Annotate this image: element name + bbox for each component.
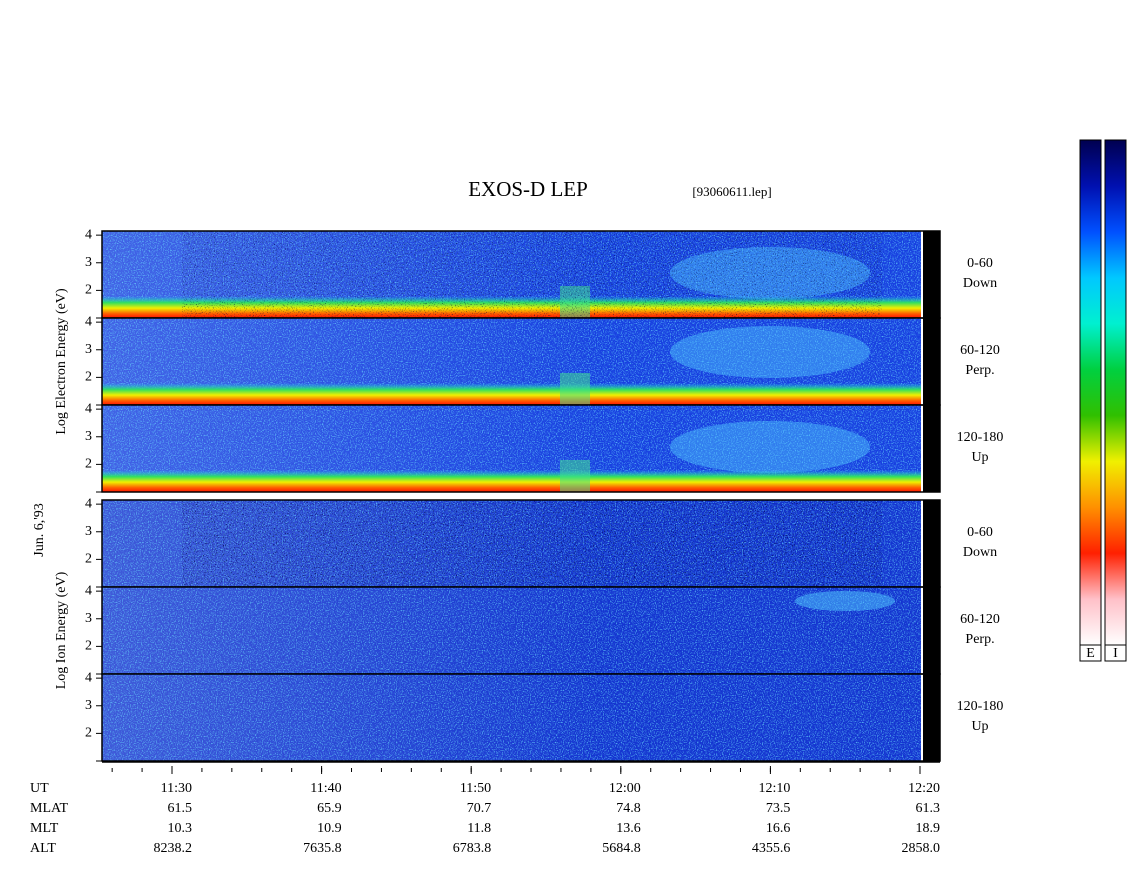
y-tick-label: 4 <box>85 583 92 598</box>
y-tick-label: 4 <box>85 496 92 511</box>
ephemeris-row-name: MLAT <box>30 801 69 816</box>
panel-label: 120-180 <box>957 699 1004 714</box>
chart-title: EXOS-D LEP <box>468 177 588 201</box>
date-label: Jun. 6,'93 <box>32 503 47 556</box>
ephemeris-value: 16.6 <box>766 821 791 836</box>
ephemeris-value: 11.8 <box>467 821 491 836</box>
no-data-stripe <box>923 587 940 674</box>
ephemeris-value: 4355.6 <box>752 841 791 856</box>
colorbar-label: I <box>1113 646 1118 661</box>
colorbar <box>1079 139 1102 646</box>
ephemeris-value: 12:10 <box>759 781 791 796</box>
no-data-stripe <box>923 674 940 761</box>
ephemeris-value: 8238.2 <box>154 841 193 856</box>
y-tick-label: 2 <box>85 283 92 298</box>
ion-feature <box>795 591 895 611</box>
electron-arc <box>670 421 870 473</box>
ephemeris-value: 11:40 <box>310 781 341 796</box>
ephemeris-value: 12:20 <box>908 781 940 796</box>
ephemeris-value: 73.5 <box>766 801 791 816</box>
panel-label: Up <box>971 719 988 734</box>
ephemeris-value: 61.5 <box>168 801 193 816</box>
ephemeris-value: 12:00 <box>609 781 641 796</box>
y-tick-label: 3 <box>85 342 92 357</box>
colorbar-label-box <box>1104 644 1127 662</box>
panel-label: Perp. <box>965 363 994 378</box>
ephemeris-value: 5684.8 <box>602 841 641 856</box>
ephemeris-value: 7635.8 <box>303 841 342 856</box>
ephemeris-value: 11:30 <box>161 781 192 796</box>
y-tick-label: 4 <box>85 227 92 242</box>
y-tick-label: 3 <box>85 255 92 270</box>
species-label: Log Electron Energy (eV) <box>54 288 69 435</box>
ephemeris-value: 10.3 <box>168 821 193 836</box>
ephemeris-value: 11:50 <box>460 781 491 796</box>
y-tick-label: 2 <box>85 457 92 472</box>
ephemeris-value: 6783.8 <box>453 841 492 856</box>
ephemeris-value: 13.6 <box>616 821 641 836</box>
ephemeris-row-name: UT <box>30 781 49 796</box>
no-data-stripe <box>923 500 940 587</box>
y-tick-label: 3 <box>85 611 92 626</box>
electron-arc <box>670 326 870 378</box>
panel-label: 0-60 <box>967 525 993 540</box>
panel-label: 120-180 <box>957 430 1004 445</box>
colorbar-label-box <box>1079 644 1102 662</box>
y-tick-label: 4 <box>85 401 92 416</box>
colorbar-label: E <box>1086 646 1095 661</box>
spectrogram-noise <box>102 674 921 761</box>
y-tick-label: 3 <box>85 698 92 713</box>
ephemeris-value: 65.9 <box>317 801 342 816</box>
spectrogram-noise <box>102 587 921 674</box>
ephemeris-value: 70.7 <box>467 801 492 816</box>
y-tick-label: 2 <box>85 726 92 741</box>
panel-label: 60-120 <box>960 612 1000 627</box>
no-data-stripe <box>923 231 940 318</box>
no-data-stripe <box>923 318 940 405</box>
y-tick-label: 3 <box>85 524 92 539</box>
colorbar <box>1104 139 1127 646</box>
y-tick-label: 2 <box>85 639 92 654</box>
electron-burst <box>560 373 590 405</box>
species-label: Log Ion Energy (eV) <box>54 571 69 689</box>
ephemeris-row-name: MLT <box>30 821 59 836</box>
y-tick-label: 2 <box>85 370 92 385</box>
file-label: [93060611.lep] <box>692 184 771 199</box>
panel-label: 60-120 <box>960 343 1000 358</box>
electron-band <box>102 470 921 492</box>
ephemeris-value: 10.9 <box>317 821 342 836</box>
ephemeris-value: 18.9 <box>916 821 941 836</box>
y-tick-label: 3 <box>85 429 92 444</box>
panel-label: Perp. <box>965 632 994 647</box>
dropout-specks <box>182 500 882 587</box>
electron-burst <box>560 460 590 492</box>
y-tick-label: 4 <box>85 670 92 685</box>
dropout-specks <box>182 231 882 318</box>
panel-label: Down <box>963 276 997 291</box>
ephemeris-value: 61.3 <box>916 801 941 816</box>
electron-band <box>102 383 921 405</box>
ephemeris-row-name: ALT <box>30 841 56 856</box>
panel-label: 0-60 <box>967 256 993 271</box>
ephemeris-value: 2858.0 <box>902 841 941 856</box>
ephemeris-value: 74.8 <box>616 801 641 816</box>
panel-label: Down <box>963 545 997 560</box>
y-tick-label: 4 <box>85 314 92 329</box>
no-data-stripe <box>923 405 940 492</box>
y-tick-label: 2 <box>85 552 92 567</box>
panel-label: Up <box>971 450 988 465</box>
